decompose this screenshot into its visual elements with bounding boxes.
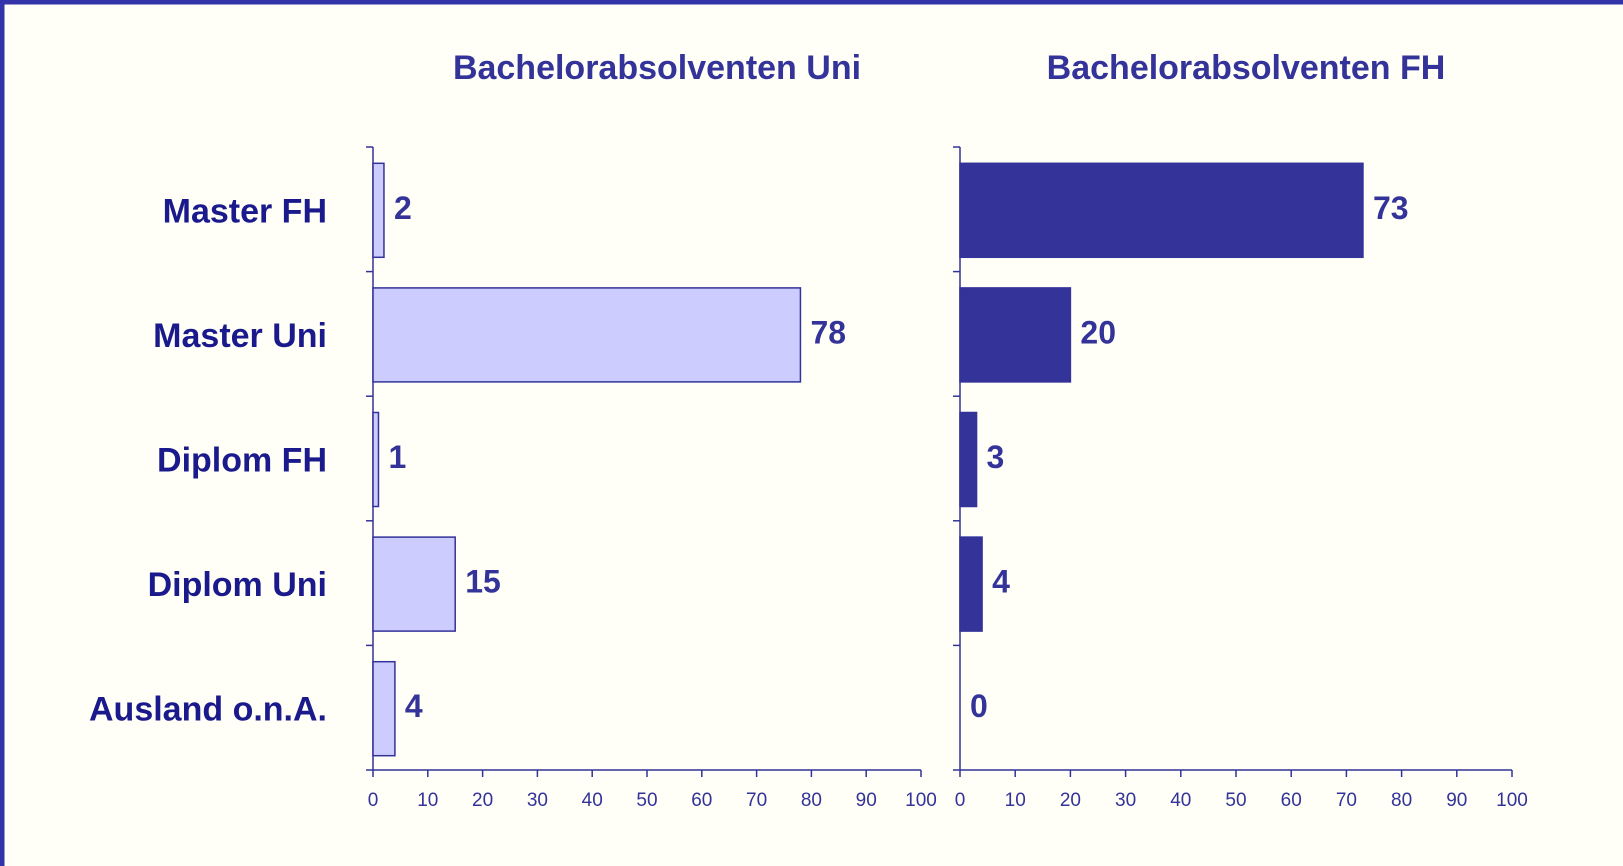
value-label: 73 <box>1373 190 1409 226</box>
value-label: 15 <box>465 564 501 600</box>
value-label: 4 <box>992 564 1010 600</box>
x-tick-label: 30 <box>1115 790 1136 811</box>
x-tick-label: 90 <box>856 790 877 811</box>
x-tick-label: 10 <box>1005 790 1026 811</box>
value-label: 78 <box>810 314 846 350</box>
value-label: 2 <box>394 190 412 226</box>
x-tick-label: 40 <box>1170 790 1191 811</box>
value-label: 1 <box>388 439 406 475</box>
bar <box>372 660 396 757</box>
bar <box>372 162 385 259</box>
x-tick-label: 70 <box>746 790 767 811</box>
x-tick-label: 30 <box>527 790 548 811</box>
x-tick-label: 20 <box>472 790 493 811</box>
value-label: 0 <box>970 688 988 724</box>
x-tick-label: 100 <box>905 790 937 811</box>
x-tick-label: 80 <box>801 790 822 811</box>
chart-title: Bachelorabsolventen Uni <box>453 49 861 87</box>
x-tick-label: 80 <box>1391 790 1412 811</box>
category-label: Master Uni <box>153 317 327 355</box>
x-tick-label: 100 <box>1496 790 1528 811</box>
x-tick-label: 60 <box>691 790 712 811</box>
category-label: Diplom FH <box>157 441 327 479</box>
x-tick-label: 20 <box>1060 790 1081 811</box>
bar <box>372 411 380 508</box>
category-label: Ausland o.n.A. <box>89 691 327 729</box>
bar <box>959 287 1072 383</box>
value-label: 3 <box>987 439 1005 475</box>
x-tick-label: 50 <box>1225 790 1246 811</box>
value-label: 20 <box>1080 314 1116 350</box>
x-tick-label: 10 <box>417 790 438 811</box>
x-tick-label: 70 <box>1336 790 1357 811</box>
x-tick-label: 50 <box>636 790 657 811</box>
x-tick-label: 60 <box>1281 790 1302 811</box>
x-tick-label: 0 <box>955 790 966 811</box>
value-label: 4 <box>405 688 423 724</box>
category-label: Diplom Uni <box>148 566 327 604</box>
chart-title: Bachelorabsolventen FH <box>1047 49 1446 87</box>
x-tick-label: 0 <box>368 790 379 811</box>
category-label: Master FH <box>163 192 327 230</box>
bar <box>959 411 978 508</box>
x-tick-label: 40 <box>582 790 603 811</box>
bar <box>372 287 802 383</box>
bar <box>959 536 983 632</box>
bar <box>372 536 456 632</box>
x-tick-label: 90 <box>1446 790 1467 811</box>
bar <box>959 162 1364 259</box>
